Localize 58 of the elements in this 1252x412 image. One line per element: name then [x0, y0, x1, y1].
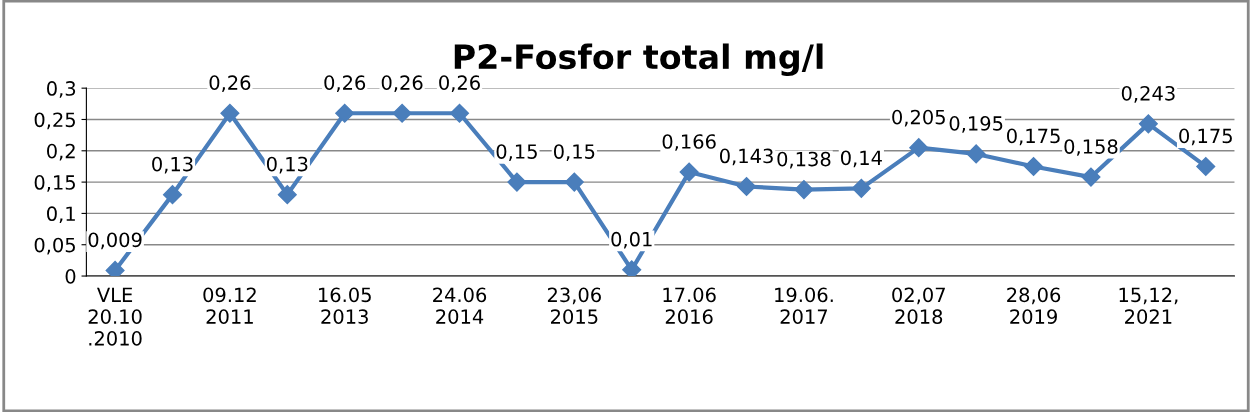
chart-title: P2-Fosfor total mg/l	[454, 43, 823, 76]
point	[966, 144, 986, 164]
point	[909, 138, 929, 158]
data-label: 0,01	[611, 231, 652, 249]
point	[679, 162, 699, 182]
y-tick-label: 0,2	[47, 143, 75, 161]
data-label: 0,158	[1064, 139, 1118, 156]
y-tick-label: 0,25	[34, 112, 75, 130]
point	[1138, 114, 1158, 134]
point	[851, 178, 871, 198]
x-tick-label: 23,06 2015	[547, 287, 601, 324]
data-label: 0,243	[1121, 85, 1175, 103]
x-tick-label: 28,06 2019	[1007, 287, 1061, 324]
data-label: 0,14	[840, 150, 882, 168]
data-label: 0,166	[662, 134, 716, 151]
x-tick-label: 16.05 2013	[319, 287, 371, 324]
data-label: 0,26	[439, 75, 480, 92]
point	[1081, 167, 1101, 187]
point	[392, 103, 412, 123]
data-label: 0,15	[553, 144, 595, 161]
x-tick-label: 02,07 2018	[892, 287, 945, 324]
data-label: 0,009	[88, 232, 142, 250]
x-tick-label: 24.06 2014	[433, 287, 487, 324]
data-label: 0,15	[496, 144, 537, 161]
point	[162, 185, 183, 205]
data-label: 0,138	[777, 151, 831, 169]
data-label: 0,205	[892, 109, 945, 127]
x-tick-label: 19.06. 2017	[775, 287, 833, 324]
point	[737, 176, 757, 197]
data-label: 0,13	[266, 156, 308, 174]
y-tick-label: 0,1	[47, 206, 75, 224]
x-tick-label: 09.12 2011	[203, 287, 256, 324]
data-label: 0,143	[719, 148, 773, 166]
data-label: 0,26	[209, 75, 251, 92]
x-tick-label: 15,12, 2021	[1119, 287, 1178, 324]
point	[564, 172, 584, 192]
point	[622, 260, 642, 277]
data-label: 0,195	[949, 116, 1003, 133]
y-tick-label: 0,3	[47, 81, 76, 98]
x-tick-label: VLE 20.10 .2010	[88, 287, 142, 346]
y-tick-label: 0	[65, 269, 76, 284]
point	[1196, 156, 1216, 176]
data-label: 0,13	[152, 156, 193, 174]
data-label: 0,26	[381, 75, 423, 92]
point	[220, 103, 240, 123]
point	[794, 180, 814, 200]
data-label: 0,26	[324, 75, 366, 92]
data-label: 0,175	[1179, 128, 1232, 146]
point	[449, 103, 470, 123]
point	[277, 185, 297, 205]
point	[1024, 156, 1044, 176]
x-tick-label: 17.06 2016	[663, 287, 716, 324]
point	[507, 172, 527, 192]
y-tick-label: 0,15	[34, 175, 75, 192]
point	[105, 260, 125, 277]
data-label: 0,175	[1007, 128, 1060, 146]
y-tick-label: 0,05	[34, 237, 75, 255]
point	[335, 103, 355, 123]
